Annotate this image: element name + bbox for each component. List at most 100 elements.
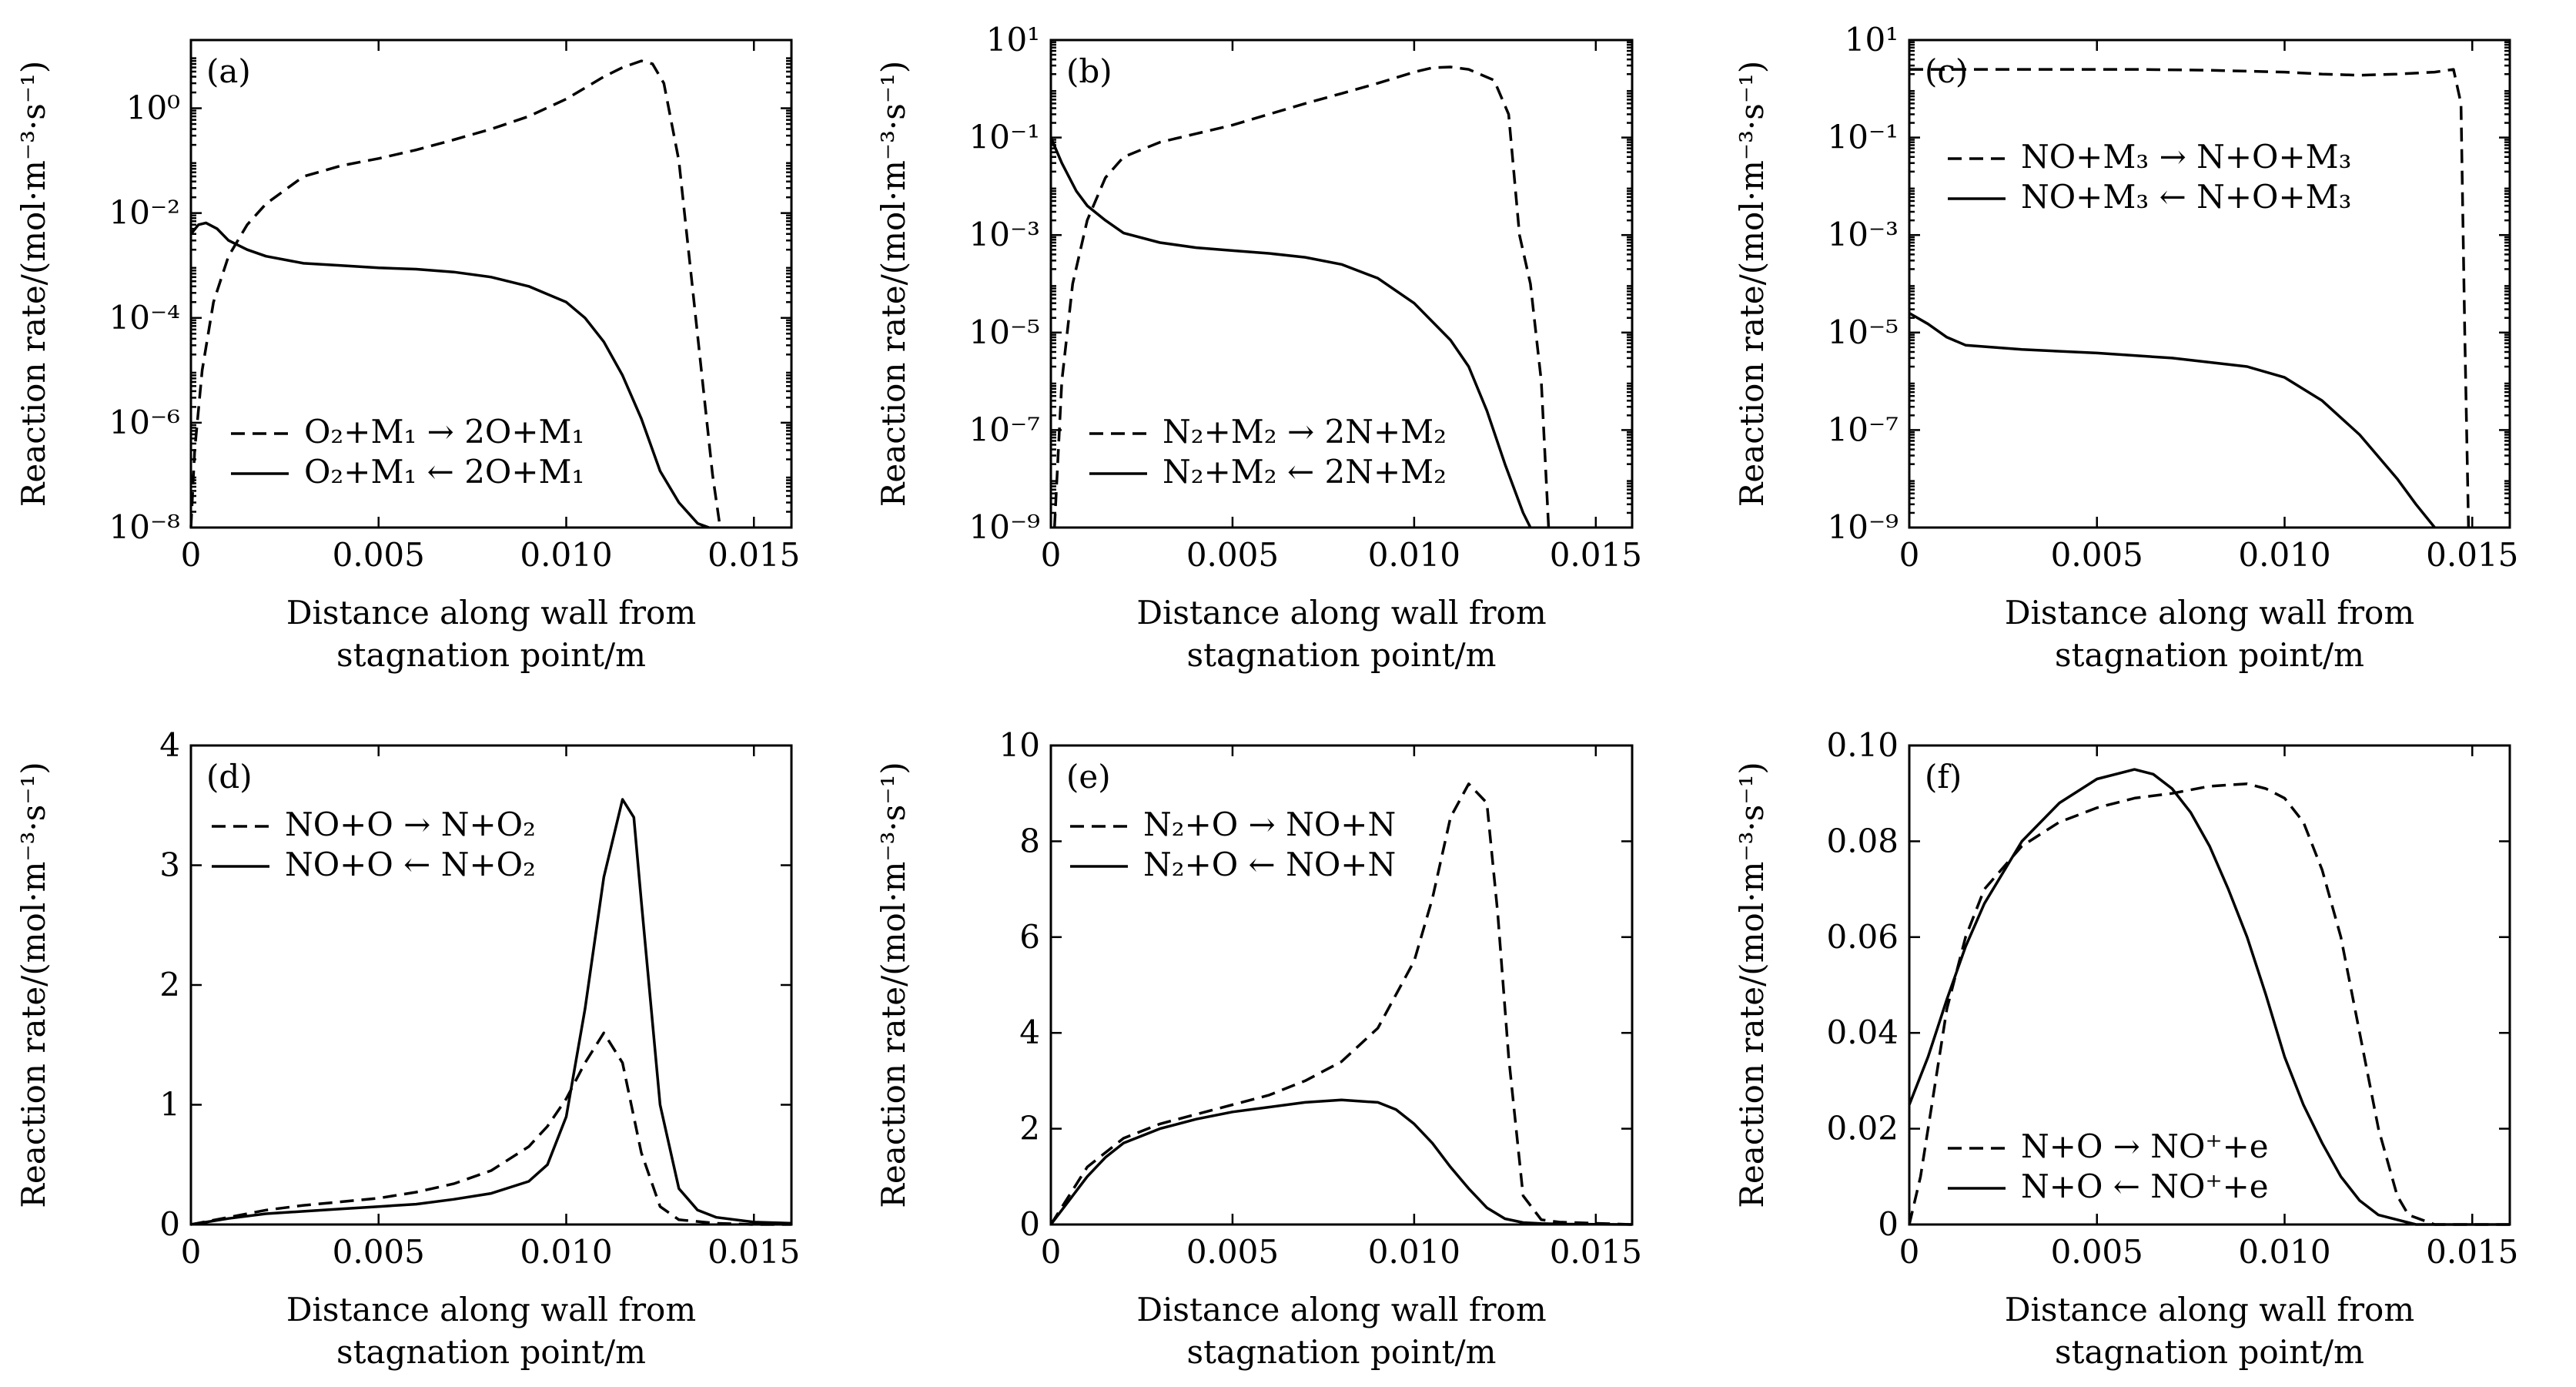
y-tick-label: 10⁻¹	[969, 119, 1040, 156]
x-axis-label-line2: stagnation point/m	[1187, 1333, 1497, 1371]
x-axis-label: Distance along wall from	[2005, 1291, 2414, 1328]
series-line-1	[1052, 65, 1551, 528]
y-tick-label: 0.04	[1826, 1013, 1899, 1051]
plot-frame	[1049, 39, 1634, 529]
y-axis-label: Reaction rate/(mol·m⁻³·s⁻¹)	[15, 61, 52, 507]
x-tick-label: 0.015	[2426, 1233, 2518, 1271]
legend-entry: N+O ← NO⁺+e	[2021, 1168, 2269, 1205]
y-tick-label: 10⁻⁵	[969, 313, 1040, 351]
y-tick-label: 10⁻⁷	[1828, 410, 1899, 448]
series-line-1	[190, 1031, 791, 1226]
y-tick-label: 2	[159, 966, 180, 1003]
x-axis-label-line2: stagnation point/m	[336, 1333, 646, 1371]
x-tick-label: 0.010	[520, 1233, 612, 1271]
x-axis-label: Distance along wall from	[1136, 1291, 1546, 1328]
y-tick-label: 10¹	[1845, 21, 1899, 59]
y-tick-label: 8	[1019, 822, 1040, 859]
legend-entry: O₂+M₁ → 2O+M₁	[304, 413, 584, 451]
y-axis-label: Reaction rate/(mol·m⁻³·s⁻¹)	[875, 762, 912, 1208]
x-tick-label: 0.005	[333, 1233, 425, 1271]
panel-a: 0 0.005 0.010 0.015 10⁻⁸ 10⁻⁶ 10⁻⁴ 10⁻² 10⁰ Dista…	[15, 39, 800, 674]
x-axis-label-line2: stagnation point/m	[2055, 636, 2364, 674]
y-tick-label: 0	[159, 1205, 180, 1243]
series-line-2	[1909, 312, 2436, 529]
y-tick-label: 10⁻⁹	[1828, 508, 1899, 546]
panel-label: (d)	[206, 758, 253, 796]
y-tick-label: 10⁰	[126, 89, 180, 127]
series-line-1	[1908, 782, 2510, 1226]
x-tick-label: 0.010	[2238, 536, 2330, 574]
panel-label: (a)	[206, 52, 251, 90]
y-tick-label: 0.02	[1826, 1110, 1899, 1147]
series-line-2	[1908, 768, 2510, 1226]
x-tick-label: 0.010	[1368, 536, 1460, 574]
y-tick-label: 10	[999, 726, 1040, 764]
legend-entry: N+O → NO⁺+e	[2021, 1127, 2269, 1165]
series-line-2	[1049, 1098, 1633, 1226]
legend-entry: NO+M₃ → N+O+M₃	[2021, 138, 2352, 176]
y-tick-label: 10⁻⁴	[109, 299, 180, 337]
y-tick-label: 10⁻⁶	[109, 404, 180, 441]
y-tick-label: 0.10	[1826, 726, 1899, 764]
x-tick-label: 0.015	[708, 536, 800, 574]
panel-label: (e)	[1066, 758, 1111, 796]
y-tick-label: 10⁻²	[109, 194, 180, 232]
y-tick-label: 1	[159, 1086, 180, 1124]
x-tick-label: 0	[181, 536, 202, 574]
y-tick-label: 10¹	[986, 21, 1040, 59]
x-tick-label: 0.015	[1550, 1233, 1642, 1271]
x-tick-label: 0.015	[1550, 536, 1642, 574]
plot-frame	[1049, 744, 1634, 1226]
plot-frame	[189, 39, 793, 529]
x-axis-label-line2: stagnation point/m	[336, 636, 646, 674]
series-line-1	[1909, 68, 2471, 528]
legend-entry: NO+O ← N+O₂	[285, 846, 536, 883]
x-axis-label: Distance along wall from	[2005, 594, 2414, 632]
panel-b: 0 0.005 0.010 0.015 10⁻⁹ 10⁻⁷ 10⁻⁵ 10⁻³ 10⁻¹ 10¹ D…	[875, 21, 1642, 674]
x-tick-label: 0.005	[2051, 1233, 2143, 1271]
legend-entry: NO+M₃ ← N+O+M₃	[2021, 178, 2352, 216]
panel-f: 0 0.005 0.010 0.015 0 0.02 0.04 0.06 0.08 0.10 Dis…	[1733, 726, 2518, 1371]
x-axis-label: Distance along wall from	[1136, 594, 1546, 632]
y-tick-label: 10⁻⁷	[969, 410, 1040, 448]
panel-c: 0 0.005 0.010 0.015 10⁻⁹ 10⁻⁷ 10⁻⁵ 10⁻³ 10⁻¹ 10¹ D…	[1733, 21, 2518, 674]
x-tick-label: 0.015	[2426, 536, 2518, 574]
x-tick-label: 0	[181, 1233, 202, 1271]
plot-frame	[1908, 744, 2511, 1226]
x-tick-label: 0.005	[1186, 1233, 1279, 1271]
x-tick-label: 0.005	[2051, 536, 2143, 574]
panel-d: 0 0.005 0.010 0.015 0 1 2 3 4 Distance along wall…	[15, 726, 800, 1371]
y-tick-label: 4	[1019, 1013, 1040, 1051]
y-tick-label: 10⁻³	[1828, 216, 1899, 253]
x-tick-label: 0.005	[333, 536, 425, 574]
legend-entry: O₂+M₁ ← 2O+M₁	[304, 453, 584, 491]
y-tick-label: 10⁻¹	[1828, 119, 1899, 156]
y-tick-label: 0.06	[1826, 918, 1899, 956]
x-tick-label: 0.010	[1368, 1233, 1460, 1271]
legend-entry: NO+O → N+O₂	[285, 806, 536, 843]
series-line-2	[189, 221, 710, 529]
series-line-2	[1049, 136, 1532, 528]
x-tick-label: 0.010	[2238, 1233, 2330, 1271]
y-tick-label: 2	[1019, 1110, 1040, 1147]
y-tick-label: 10⁻⁸	[109, 508, 180, 546]
x-tick-label: 0.010	[520, 536, 612, 574]
y-axis-label: Reaction rate/(mol·m⁻³·s⁻¹)	[875, 61, 912, 507]
x-tick-label: 0.005	[1186, 536, 1279, 574]
series-line-2	[190, 798, 792, 1226]
x-tick-label: 0	[1899, 536, 1920, 574]
x-tick-label: 0	[1041, 536, 1062, 574]
x-axis-label-line2: stagnation point/m	[2055, 1333, 2364, 1371]
panel-label: (f)	[1925, 758, 1962, 796]
x-tick-label: 0.015	[708, 1233, 800, 1271]
y-tick-label: 10⁻³	[969, 216, 1040, 253]
y-tick-label: 6	[1019, 918, 1040, 956]
x-tick-label: 0	[1899, 1233, 1920, 1271]
x-tick-label: 0	[1041, 1233, 1062, 1271]
y-axis-label: Reaction rate/(mol·m⁻³·s⁻¹)	[1733, 61, 1771, 507]
y-tick-label: 0	[1878, 1205, 1899, 1243]
legend-entry: N₂+O → NO+N	[1143, 806, 1396, 843]
y-axis-label: Reaction rate/(mol·m⁻³·s⁻¹)	[1733, 762, 1771, 1208]
y-tick-label: 10⁻⁵	[1828, 313, 1899, 351]
